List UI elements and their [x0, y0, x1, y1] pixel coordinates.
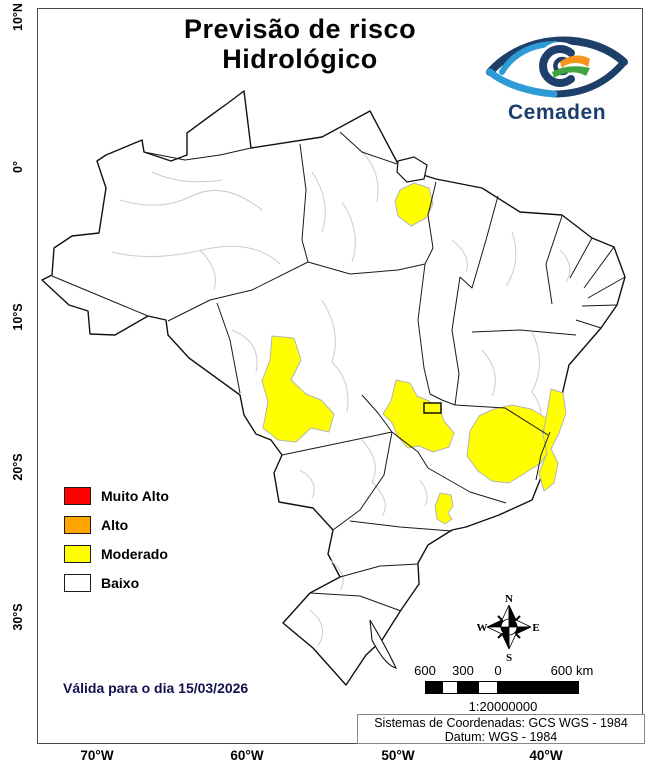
- legend-swatch-muito-alto: [64, 486, 91, 505]
- validity-note: Válida para o dia 15/03/2026: [63, 680, 249, 696]
- coordinate-system-line2: Datum: WGS - 1984: [444, 730, 558, 744]
- moderate-risk-region: [434, 492, 454, 525]
- legend-item: Muito Alto: [64, 481, 169, 510]
- cemaden-eye-icon: [486, 36, 628, 98]
- scale-bar-segment: [425, 681, 443, 694]
- moderate-risk-region: [394, 182, 434, 227]
- scale-bar-segment: [457, 681, 479, 694]
- compass-west-label: W: [477, 622, 488, 634]
- compass-south-label: S: [506, 652, 512, 664]
- compass-rose: N S E W: [477, 594, 540, 664]
- longitude-label: 50°W: [381, 748, 415, 763]
- coordinate-system-box: Sistemas de Coordenadas: GCS WGS - 1984 …: [357, 714, 645, 744]
- scale-tick: 300: [452, 663, 474, 678]
- scale-bar: [425, 681, 579, 694]
- latitude-label: 0°: [11, 161, 25, 173]
- legend-label: Alto: [101, 516, 129, 533]
- scale-tick: 600 km: [550, 663, 594, 678]
- legend-label: Baixo: [101, 574, 140, 591]
- map-frame: [37, 8, 643, 744]
- latitude-label: 30°S: [11, 603, 25, 631]
- legend: Muito Alto Alto Moderado Baixo: [64, 481, 169, 597]
- latitude-label: 20°S: [11, 453, 25, 481]
- scale-bar-segment: [478, 681, 498, 694]
- coordinate-system-line1: Sistemas de Coordenadas: GCS WGS - 1984: [374, 716, 628, 730]
- longitude-label: 40°W: [529, 748, 563, 763]
- moderate-risk-region: [538, 388, 567, 492]
- scale-ratio: 1:20000000: [468, 699, 538, 714]
- legend-item: Baixo: [64, 568, 169, 597]
- cemaden-logo-text: Cemaden: [507, 101, 607, 124]
- page-title-line2: Hidrológico: [222, 44, 378, 75]
- latitude-label: 10°N: [11, 3, 25, 31]
- page-title-line1: Previsão de risco: [183, 14, 417, 44]
- moderate-risk-regions: [261, 182, 567, 525]
- scale-tick: 0: [494, 663, 502, 678]
- legend-item: Moderado: [64, 539, 169, 568]
- country-outline: [41, 90, 626, 686]
- legend-swatch-baixo: [64, 573, 91, 592]
- cemaden-logo: Cemaden: [482, 28, 632, 125]
- latitude-label: 10°S: [11, 303, 25, 331]
- municipal-boundaries: [111, 151, 571, 647]
- compass-east-label: E: [532, 622, 539, 634]
- state-boundaries: [51, 131, 626, 612]
- longitude-label: 70°W: [80, 748, 114, 763]
- legend-swatch-moderado: [64, 544, 91, 563]
- legend-label: Moderado: [101, 545, 168, 562]
- legend-item: Alto: [64, 510, 169, 539]
- scale-bar-segment: [442, 681, 458, 694]
- moderate-risk-region: [382, 379, 455, 453]
- scale-bar-segment: [497, 681, 579, 694]
- coastal-lagoon: [369, 619, 398, 669]
- longitude-label: 60°W: [230, 748, 264, 763]
- scale-tick: 600: [414, 663, 436, 678]
- moderate-risk-region: [261, 335, 335, 443]
- compass-north-label: N: [505, 594, 513, 605]
- legend-swatch-alto: [64, 515, 91, 534]
- page-title: Previsão de risco Hidrológico: [110, 14, 490, 74]
- coastal-island: [396, 156, 428, 183]
- legend-label: Muito Alto: [101, 487, 169, 504]
- distrito-federal-region: [423, 402, 442, 414]
